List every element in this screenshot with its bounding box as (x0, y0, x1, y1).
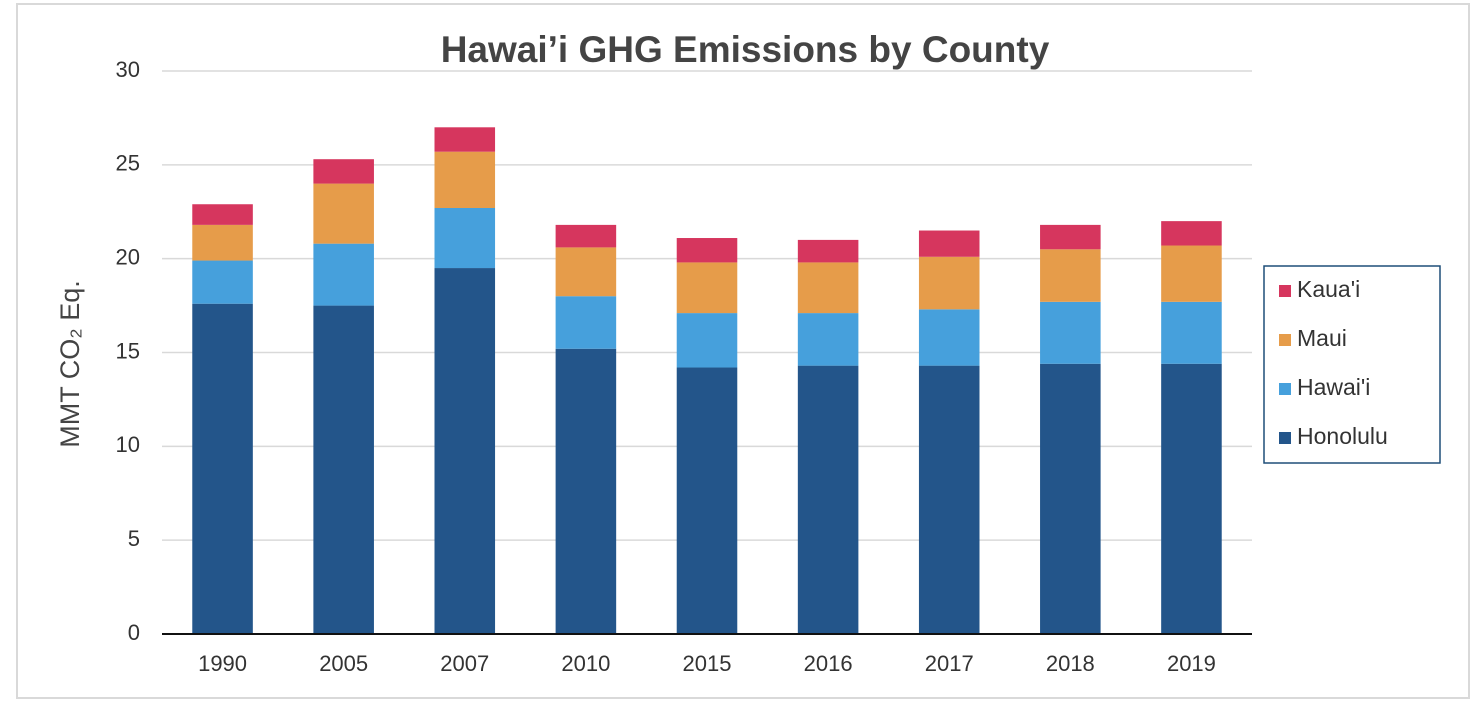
legend-label: Kaua'i (1297, 276, 1360, 302)
bar-segment (313, 183, 374, 244)
bar-segment (676, 238, 738, 263)
legend-label: Honolulu (1297, 423, 1388, 449)
bar-segment (555, 247, 617, 297)
bar-segment (434, 207, 496, 269)
legend-swatch (1279, 432, 1291, 444)
chart-title: Hawai’i GHG Emissions by County (441, 29, 1050, 70)
y-tick-label: 0 (128, 620, 140, 645)
bar-segment (434, 127, 496, 152)
bar-segment (555, 296, 617, 349)
bar-segment (676, 313, 738, 368)
x-tick-label: 2019 (1167, 651, 1216, 676)
bar-segment (192, 260, 253, 304)
bar-segment (1161, 363, 1222, 634)
x-tick-label: 2007 (440, 651, 489, 676)
bar-segment (434, 151, 496, 208)
bar-segment (918, 309, 980, 366)
bar-segment (313, 159, 374, 184)
bar-segment (918, 230, 980, 257)
x-tick-label: 2018 (1046, 651, 1095, 676)
bar-segment (797, 239, 859, 263)
bar-segment (313, 305, 374, 634)
bar-segment (192, 204, 253, 225)
bar-segment (192, 224, 253, 261)
y-tick-label: 20 (116, 244, 140, 269)
chart-frame (16, 3, 1470, 699)
bar-segment (797, 262, 859, 314)
bar-segment (676, 367, 738, 634)
x-tick-label: 2010 (561, 651, 610, 676)
legend-swatch (1279, 334, 1291, 346)
bar-segment (434, 268, 496, 634)
bar-segment (192, 303, 253, 634)
legend-box (1263, 265, 1441, 464)
y-tick-label: 10 (116, 432, 140, 457)
bar-segment (918, 365, 980, 634)
y-axis-label: MMT CO₂ Eq. (55, 280, 85, 448)
bar-segment (1040, 249, 1101, 302)
x-tick-label: 2015 (683, 651, 732, 676)
bar-segment (1161, 245, 1222, 302)
bar-segment (313, 243, 374, 306)
bar-segment (1040, 363, 1101, 634)
bar-segment (555, 348, 617, 634)
bar-segment (797, 365, 859, 634)
x-tick-label: 2016 (804, 651, 853, 676)
y-tick-label: 15 (116, 338, 140, 363)
bar-segment (1040, 301, 1101, 364)
legend-label: Maui (1297, 325, 1347, 351)
bar-segment (676, 262, 738, 314)
legend-swatch (1279, 383, 1291, 395)
y-tick-label: 30 (116, 57, 140, 82)
x-tick-label: 1990 (198, 651, 247, 676)
x-tick-label: 2005 (319, 651, 368, 676)
bar-segment (555, 224, 617, 248)
legend-label: Hawai'i (1297, 374, 1370, 400)
bar-segment (1161, 301, 1222, 364)
x-tick-label: 2017 (925, 651, 974, 676)
bar-segment (1161, 221, 1222, 246)
legend-swatch (1279, 285, 1291, 297)
bar-segment (1040, 224, 1101, 250)
y-tick-label: 5 (128, 526, 140, 551)
bar-segment (918, 256, 980, 310)
bar-segment (797, 313, 859, 366)
y-tick-label: 25 (116, 151, 140, 176)
